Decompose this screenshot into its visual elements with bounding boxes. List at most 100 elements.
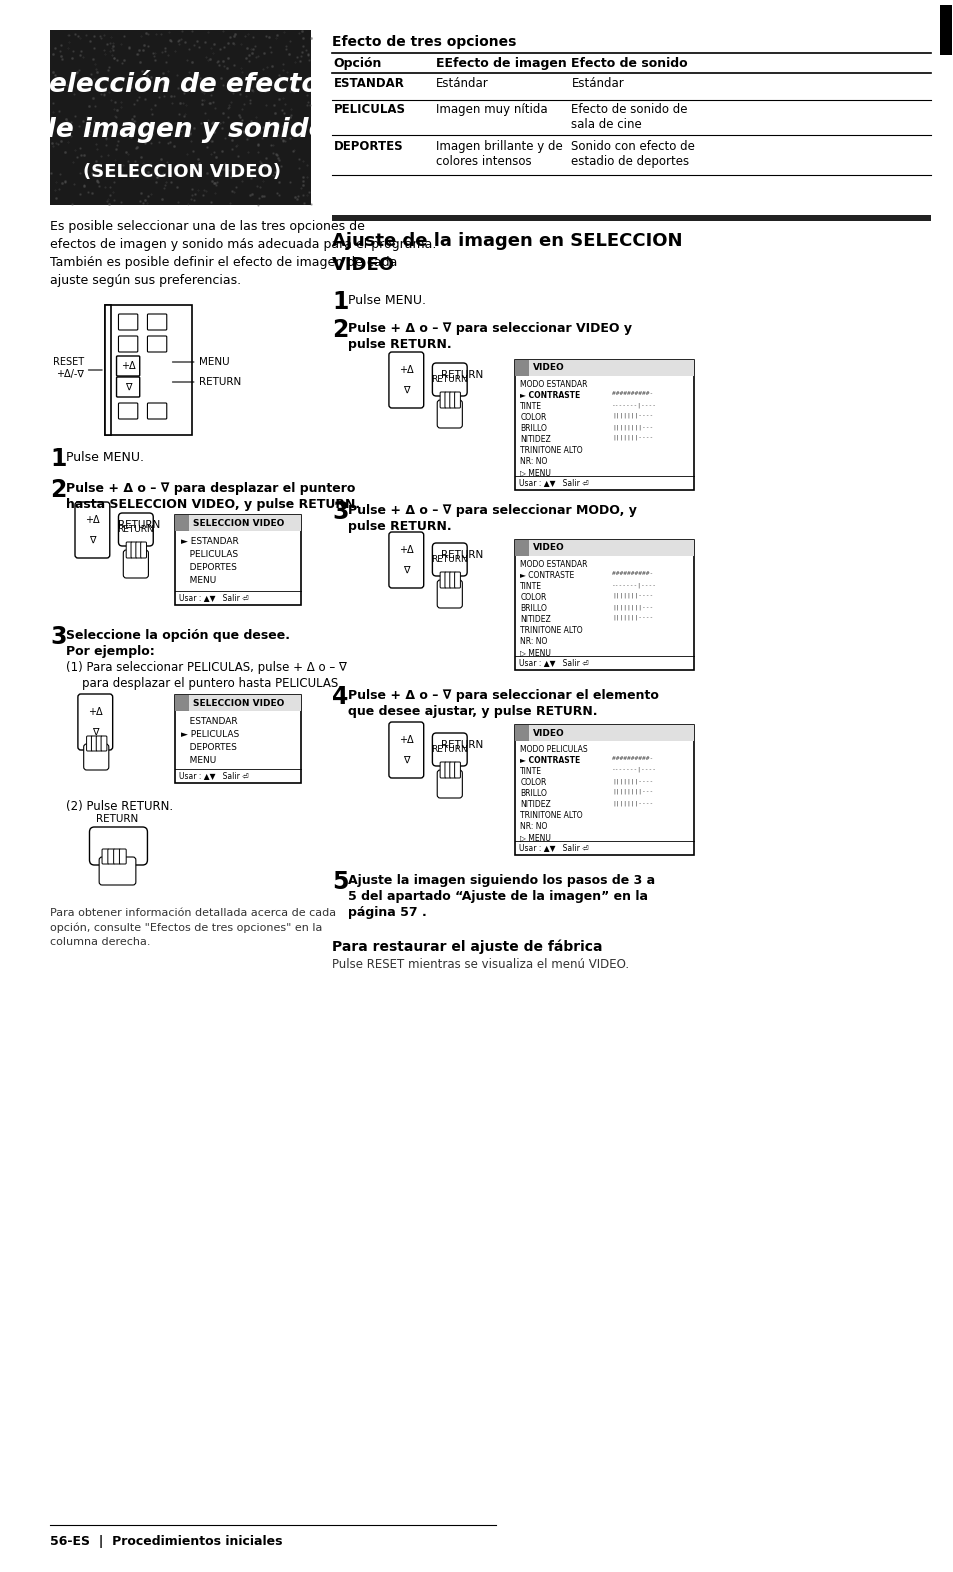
FancyBboxPatch shape	[436, 399, 462, 428]
Text: NITIDEZ: NITIDEZ	[519, 435, 551, 443]
FancyBboxPatch shape	[75, 501, 110, 558]
Text: ||||||||---: ||||||||---	[612, 424, 653, 429]
FancyBboxPatch shape	[449, 762, 456, 778]
Text: RETURN: RETURN	[431, 555, 468, 564]
Text: MODO ESTANDAR: MODO ESTANDAR	[519, 380, 587, 388]
Text: ► ESTANDAR: ► ESTANDAR	[181, 538, 239, 545]
Text: +Δ: +Δ	[85, 516, 100, 525]
Text: ∇: ∇	[403, 755, 409, 766]
FancyBboxPatch shape	[436, 580, 462, 608]
Text: VIDEO: VIDEO	[533, 728, 564, 737]
Text: -------|----: -------|----	[612, 767, 657, 772]
Bar	[940, 5, 951, 55]
Text: BRILLO: BRILLO	[519, 789, 547, 799]
FancyBboxPatch shape	[126, 542, 132, 558]
Text: TINTE: TINTE	[519, 402, 541, 410]
Text: ∇: ∇	[403, 564, 409, 575]
Text: -------|----: -------|----	[612, 582, 657, 588]
Bar	[515, 725, 694, 855]
Text: DEPORTES: DEPORTES	[334, 140, 403, 152]
Text: |||||||----: |||||||----	[612, 413, 653, 418]
Text: pulse RETURN.: pulse RETURN.	[348, 520, 452, 533]
FancyBboxPatch shape	[113, 849, 120, 865]
Bar	[515, 360, 694, 490]
Text: MENU: MENU	[181, 756, 216, 766]
Text: ► PELICULAS: ► PELICULAS	[181, 729, 239, 739]
Text: MODO PELICULAS: MODO PELICULAS	[519, 745, 587, 755]
FancyBboxPatch shape	[135, 542, 141, 558]
Text: (SELECCION VIDEO): (SELECCION VIDEO)	[83, 163, 281, 181]
Text: ##########-: ##########-	[612, 571, 653, 575]
Text: 1: 1	[50, 446, 66, 472]
Text: NITIDEZ: NITIDEZ	[519, 615, 551, 624]
Text: PELICULAS: PELICULAS	[334, 104, 405, 116]
Text: TRINITONE ALTO: TRINITONE ALTO	[519, 626, 582, 635]
FancyBboxPatch shape	[444, 572, 450, 588]
Text: RETURN: RETURN	[440, 369, 483, 380]
Text: Efecto de tres opciones: Efecto de tres opciones	[332, 35, 516, 49]
Text: Usar : ▲▼   Salir ⏎: Usar : ▲▼ Salir ⏎	[518, 478, 588, 487]
Text: Pulse + Δ o – ∇ para seleccionar VIDEO y: Pulse + Δ o – ∇ para seleccionar VIDEO y	[348, 322, 632, 335]
Text: Ajuste de la imagen en SELECCION
VIDEO: Ajuste de la imagen en SELECCION VIDEO	[332, 233, 681, 274]
Text: +Δ: +Δ	[88, 707, 103, 717]
FancyBboxPatch shape	[118, 336, 137, 352]
Text: Usar : ▲▼   Salir ⏎: Usar : ▲▼ Salir ⏎	[179, 772, 249, 781]
Text: COLOR: COLOR	[519, 413, 546, 421]
Text: ESTANDAR: ESTANDAR	[181, 717, 237, 726]
Text: 2: 2	[50, 478, 66, 501]
Bar	[175, 516, 301, 531]
Text: NR: NO: NR: NO	[519, 637, 547, 646]
Text: Usar : ▲▼   Salir ⏎: Usar : ▲▼ Salir ⏎	[518, 844, 588, 852]
Text: +Δ: +Δ	[398, 736, 414, 745]
Text: ► CONTRASTE: ► CONTRASTE	[519, 391, 580, 399]
FancyBboxPatch shape	[90, 827, 148, 865]
Text: Pulse + Δ o – ∇ para seleccionar el elemento: Pulse + Δ o – ∇ para seleccionar el elem…	[348, 689, 659, 703]
Text: hasta SELECCION VIDEO, y pulse RETURN.: hasta SELECCION VIDEO, y pulse RETURN.	[67, 498, 360, 511]
Text: (2) Pulse RETURN.: (2) Pulse RETURN.	[67, 800, 173, 813]
Bar	[175, 695, 301, 783]
Text: VIDEO: VIDEO	[533, 363, 564, 373]
Text: 4: 4	[332, 685, 348, 709]
Text: |||||||----: |||||||----	[612, 615, 653, 621]
Text: Usar : ▲▼   Salir ⏎: Usar : ▲▼ Salir ⏎	[518, 659, 588, 668]
Text: DEPORTES: DEPORTES	[181, 744, 237, 751]
Text: 5: 5	[332, 869, 348, 894]
FancyBboxPatch shape	[96, 736, 102, 751]
FancyBboxPatch shape	[389, 352, 423, 409]
Bar	[515, 360, 528, 376]
Text: +Δ/-∇: +Δ/-∇	[56, 369, 84, 379]
Text: ► CONTRASTE: ► CONTRASTE	[519, 756, 580, 766]
Text: Pulse MENU.: Pulse MENU.	[67, 451, 144, 464]
FancyBboxPatch shape	[389, 722, 423, 778]
Text: Para obtener información detallada acerca de cada
opción, consulte "Efectos de t: Para obtener información detallada acerc…	[50, 909, 335, 946]
Text: ##########-: ##########-	[612, 756, 653, 761]
FancyBboxPatch shape	[148, 336, 167, 352]
FancyBboxPatch shape	[449, 572, 456, 588]
Bar	[105, 305, 111, 435]
Text: Pulse RESET mientras se visualiza el menú VIDEO.: Pulse RESET mientras se visualiza el men…	[332, 957, 628, 971]
Text: Estándar: Estándar	[571, 77, 623, 90]
Text: de imagen y sonido: de imagen y sonido	[37, 116, 327, 143]
Text: para desplazar el puntero hasta PELICULAS.: para desplazar el puntero hasta PELICULA…	[82, 678, 341, 690]
Text: ∇: ∇	[403, 385, 409, 395]
FancyBboxPatch shape	[116, 377, 139, 398]
Text: RETURN: RETURN	[440, 740, 483, 750]
Text: MENU: MENU	[181, 575, 216, 585]
Text: EEfecto de imagen: EEfecto de imagen	[436, 57, 566, 71]
FancyBboxPatch shape	[131, 542, 136, 558]
Text: MODO ESTANDAR: MODO ESTANDAR	[519, 560, 587, 569]
Text: Pulse + Δ o – ∇ para seleccionar MODO, y: Pulse + Δ o – ∇ para seleccionar MODO, y	[348, 505, 637, 517]
FancyBboxPatch shape	[108, 849, 114, 865]
Text: Es posible seleccionar una de las tres opciones de
efectos de imagen y sonido má: Es posible seleccionar una de las tres o…	[50, 220, 436, 288]
FancyBboxPatch shape	[118, 314, 137, 330]
FancyBboxPatch shape	[436, 770, 462, 799]
Text: que desee ajustar, y pulse RETURN.: que desee ajustar, y pulse RETURN.	[348, 704, 598, 718]
Text: Efecto de sonido de
sala de cine: Efecto de sonido de sala de cine	[571, 104, 687, 130]
Text: BRILLO: BRILLO	[519, 424, 547, 432]
Text: Estándar: Estándar	[436, 77, 489, 90]
Text: RETURN: RETURN	[431, 745, 468, 755]
Bar	[175, 516, 189, 531]
Text: 56-ES  |  Procedimientos iniciales: 56-ES | Procedimientos iniciales	[50, 1534, 282, 1548]
Text: Para restaurar el ajuste de fábrica: Para restaurar el ajuste de fábrica	[332, 940, 601, 954]
Text: página 57 .: página 57 .	[348, 905, 427, 920]
